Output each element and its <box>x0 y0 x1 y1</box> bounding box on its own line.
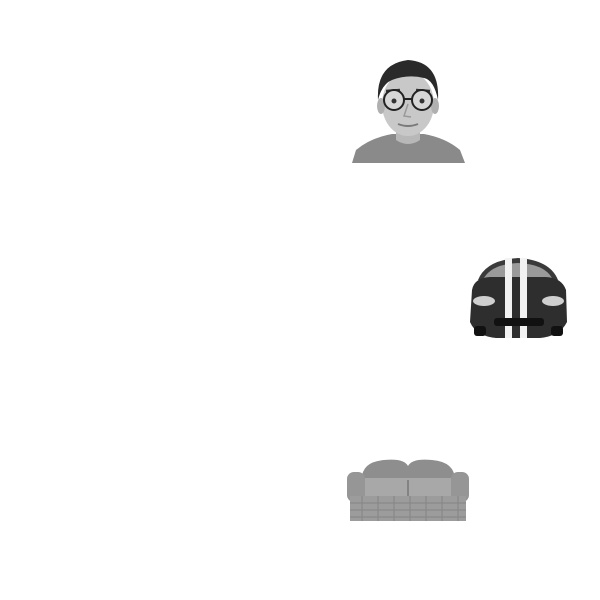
car-stripe <box>505 258 512 338</box>
couch-arm <box>347 472 365 502</box>
portrait-ear <box>377 98 385 114</box>
portrait-shirt <box>352 134 465 163</box>
portrait-ear <box>431 98 439 114</box>
portrait-hair <box>377 60 439 100</box>
couch-back <box>361 459 456 482</box>
portrait-nose <box>403 103 412 118</box>
portrait-image[interactable] <box>352 57 465 163</box>
couch-arm <box>451 472 469 502</box>
couch-image[interactable] <box>347 459 469 521</box>
car-windshield <box>484 263 552 278</box>
portrait-eye <box>419 98 425 104</box>
car-image[interactable] <box>470 258 567 338</box>
portrait-mouth <box>397 123 419 127</box>
car-headlight <box>542 296 564 306</box>
portrait-eye <box>391 98 397 104</box>
car-stripe <box>520 258 527 338</box>
car-tire <box>474 326 486 336</box>
car-tire <box>551 326 563 336</box>
car-headlight <box>473 296 495 306</box>
couch-pattern <box>350 496 466 521</box>
car-grille <box>494 318 544 326</box>
